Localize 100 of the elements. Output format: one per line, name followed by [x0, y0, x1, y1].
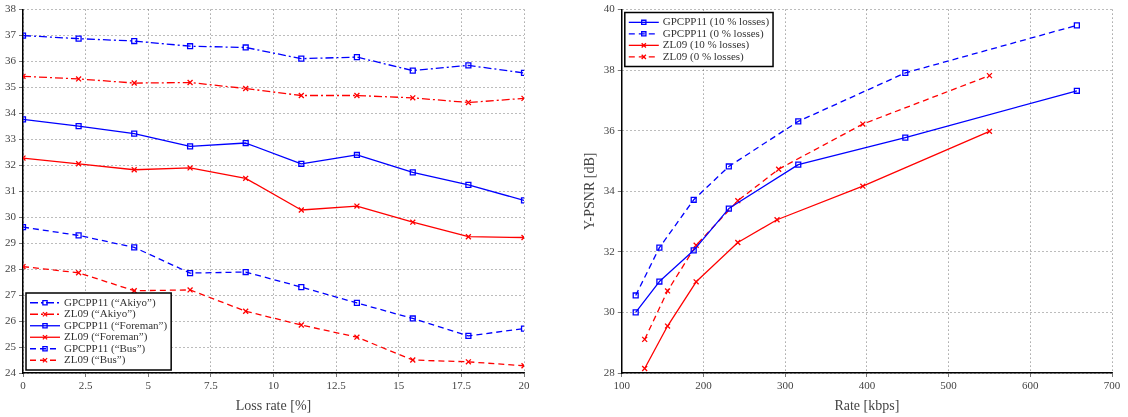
- x-tick-label: 300: [776, 379, 794, 392]
- point: [353, 299, 361, 307]
- point: [131, 244, 138, 251]
- point: [75, 75, 82, 83]
- point: [656, 278, 663, 285]
- point: [632, 309, 639, 316]
- legend-label: GPCPP11 (“Bus”): [64, 341, 146, 355]
- point: [775, 166, 782, 173]
- x-tick-label: 600: [1022, 379, 1040, 392]
- point: [131, 130, 138, 137]
- point: [298, 92, 305, 99]
- point: [298, 206, 305, 214]
- point: [298, 160, 305, 167]
- point: [465, 99, 472, 106]
- point: [1073, 87, 1080, 94]
- y-tick-label: 35: [5, 80, 17, 93]
- line-series: [23, 263, 524, 369]
- y-tick-label: 38: [603, 63, 616, 76]
- y-tick-label: 28: [5, 262, 17, 275]
- y-tick-label: 33: [5, 132, 17, 145]
- point: [986, 128, 993, 135]
- y-tick-label: 36: [603, 123, 616, 136]
- point: [465, 332, 472, 340]
- point: [465, 181, 472, 188]
- point: [409, 356, 416, 364]
- y-tick-label: 34: [5, 106, 17, 119]
- legend-label: GPCPP11 (“Akiyo”): [64, 295, 156, 309]
- x-axis-title: Rate [kbps]: [834, 398, 900, 414]
- point: [725, 163, 732, 170]
- point: [242, 308, 249, 315]
- line-series: [23, 73, 524, 106]
- x-axis-title: Loss rate [%]: [235, 398, 312, 414]
- y-tick-label: 29: [5, 236, 17, 249]
- x-tick-label: 17.5: [451, 379, 472, 392]
- legend-label: ZL09 (0 % losses): [662, 49, 745, 63]
- point: [131, 37, 138, 45]
- point: [902, 134, 909, 141]
- y-tick-label: 31: [5, 184, 16, 197]
- x-tick-label: 700: [1103, 379, 1121, 392]
- point: [465, 358, 472, 365]
- line-series: [23, 224, 524, 340]
- y-tick-label: 40: [603, 2, 616, 15]
- point: [859, 120, 866, 128]
- x-tick-label: 500: [940, 379, 958, 392]
- point: [465, 62, 472, 69]
- point: [75, 35, 82, 42]
- point: [409, 169, 416, 176]
- point: [641, 365, 648, 372]
- point: [409, 315, 416, 322]
- point: [632, 292, 639, 299]
- x-tick-label: 5: [145, 379, 152, 392]
- y-axis-title: Y-PSNR [dB]: [582, 152, 598, 230]
- point: [242, 44, 249, 51]
- point: [353, 53, 361, 61]
- y-tick-label: 36: [5, 54, 17, 67]
- point: [656, 244, 663, 251]
- point: [353, 334, 361, 341]
- y-tick-label: 30: [5, 210, 17, 223]
- y-tick-label: 38: [5, 2, 17, 15]
- legend-label: ZL09 (“Foreman”): [64, 330, 148, 344]
- point: [298, 283, 305, 291]
- y-tick-label: 28: [603, 365, 616, 378]
- point: [186, 269, 194, 277]
- x-tick-label: 20: [518, 379, 530, 392]
- legend-label: ZL09 (“Akiyo”): [64, 307, 137, 321]
- y-tick-label: 25: [5, 339, 17, 352]
- point: [75, 123, 82, 130]
- point: [242, 268, 249, 276]
- point: [795, 118, 802, 125]
- legend-label: GPCPP11 (0 % losses): [662, 26, 764, 40]
- point: [353, 92, 361, 99]
- point: [902, 69, 909, 77]
- point: [186, 79, 194, 86]
- point: [734, 239, 741, 246]
- x-tick-label: 12.5: [326, 379, 347, 392]
- x-tick-label: 0: [20, 379, 27, 392]
- point: [664, 322, 671, 330]
- y-tick-label: 26: [5, 313, 17, 326]
- point: [690, 247, 697, 254]
- point: [186, 43, 194, 50]
- y-tick-label: 30: [603, 305, 616, 318]
- point: [75, 269, 82, 276]
- point: [75, 232, 82, 239]
- point: [795, 161, 802, 168]
- point: [664, 287, 671, 295]
- point: [353, 151, 361, 159]
- y-tick-label: 34: [603, 184, 616, 197]
- x-tick-label: 2.5: [78, 379, 93, 392]
- point: [131, 79, 138, 87]
- x-tick-label: 200: [695, 379, 713, 392]
- legend-label: ZL09 (“Bus”): [64, 353, 126, 367]
- point: [298, 55, 305, 62]
- point: [773, 216, 781, 223]
- y-tick-label: 24: [5, 365, 17, 378]
- point: [298, 321, 305, 329]
- point: [725, 205, 732, 212]
- legend-label: ZL09 (10 % losses): [662, 38, 750, 52]
- point: [75, 160, 82, 167]
- point: [409, 67, 416, 74]
- legend-label: GPCPP11 (“Foreman”): [64, 318, 168, 332]
